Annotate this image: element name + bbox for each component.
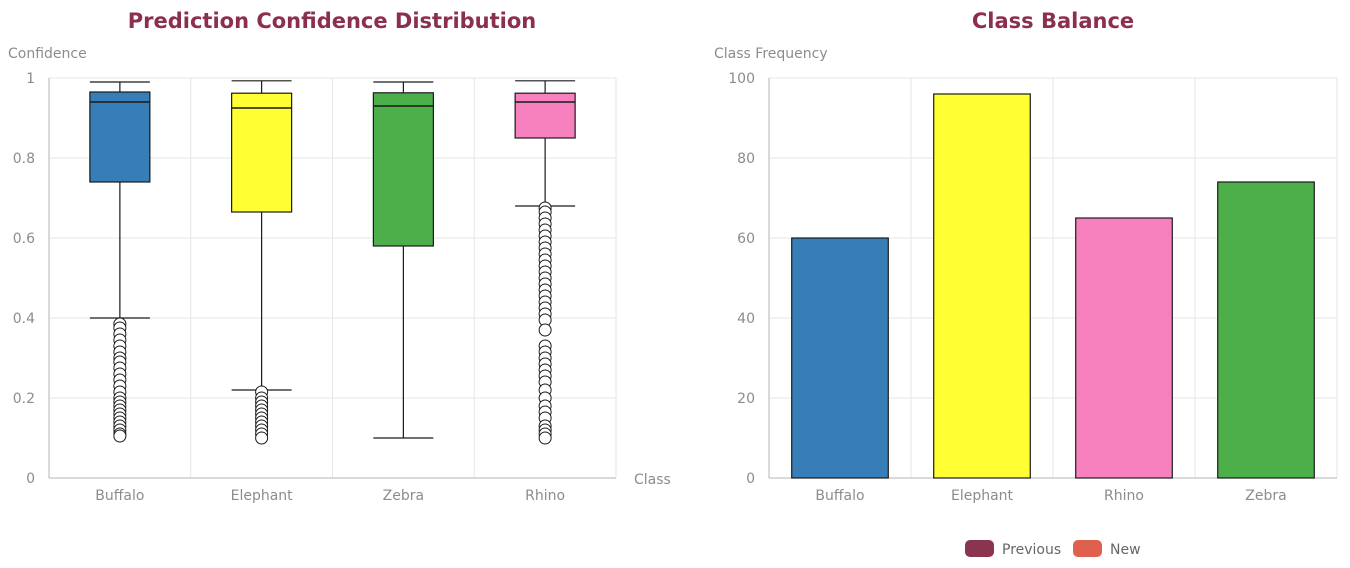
box-iqr bbox=[89, 91, 151, 183]
legend-label: Previous bbox=[1002, 542, 1061, 558]
box-iqr bbox=[514, 92, 576, 139]
x-tick-label: Buffalo bbox=[95, 488, 144, 504]
y-tick-label: 0.8 bbox=[13, 151, 35, 167]
y-tick-label: 20 bbox=[737, 391, 755, 407]
y-tick-label: 0.4 bbox=[13, 311, 35, 327]
bar-buffalo bbox=[791, 237, 889, 479]
x-tick-label: Rhino bbox=[525, 488, 565, 504]
box-buffalo bbox=[89, 81, 151, 443]
x-tick-label: Elephant bbox=[951, 488, 1014, 504]
legend-item-new[interactable]: New bbox=[1073, 540, 1141, 558]
box-chart-y-ticks: 0 0.2 0.4 0.6 0.8 1 bbox=[13, 71, 35, 487]
box-elephant bbox=[231, 80, 293, 445]
legend-label: New bbox=[1110, 542, 1141, 558]
y-tick-label: 0 bbox=[26, 471, 35, 487]
bar-chart-y-ticks: 0 20 40 60 80 100 bbox=[728, 71, 755, 487]
y-tick-label: 60 bbox=[737, 231, 755, 247]
outlier-point bbox=[113, 429, 127, 443]
bar-rhino bbox=[1075, 217, 1173, 479]
y-tick-label: 0.6 bbox=[13, 231, 35, 247]
legend-item-previous[interactable]: Previous bbox=[965, 540, 1061, 558]
outlier-point bbox=[538, 323, 552, 337]
outlier-point bbox=[538, 431, 552, 445]
x-tick-label: Rhino bbox=[1104, 488, 1144, 504]
legend-swatch bbox=[1073, 540, 1102, 557]
box-iqr bbox=[372, 92, 434, 247]
x-tick-label: Buffalo bbox=[815, 488, 864, 504]
y-tick-label: 1 bbox=[26, 71, 35, 87]
bar-chart-y-axis-label: Class Frequency bbox=[714, 46, 828, 62]
y-tick-label: 40 bbox=[737, 311, 755, 327]
y-tick-label: 0 bbox=[746, 471, 755, 487]
x-tick-label: Zebra bbox=[383, 488, 424, 504]
x-tick-label: Zebra bbox=[1245, 488, 1286, 504]
bar-zebra bbox=[1217, 181, 1315, 479]
box-iqr bbox=[231, 92, 293, 213]
x-tick-label: Elephant bbox=[231, 488, 294, 504]
confidence-box-chart: Prediction Confidence Distribution Confi… bbox=[8, 9, 671, 504]
outlier-point bbox=[255, 431, 269, 445]
bar-chart-title: Class Balance bbox=[972, 9, 1134, 33]
bar-elephant bbox=[933, 93, 1031, 479]
bar-chart-legend[interactable]: Previous New bbox=[965, 540, 1141, 558]
bar-chart-marks bbox=[791, 93, 1315, 479]
box-zebra bbox=[372, 81, 434, 439]
box-chart-title: Prediction Confidence Distribution bbox=[128, 9, 537, 33]
box-chart-x-ticks: Buffalo Elephant Zebra Rhino bbox=[95, 488, 565, 504]
bar-chart-x-ticks: Buffalo Elephant Rhino Zebra bbox=[815, 488, 1286, 504]
legend-swatch bbox=[965, 540, 994, 557]
box-chart-x-axis-label: Class bbox=[634, 472, 671, 488]
y-tick-label: 100 bbox=[728, 71, 755, 87]
box-chart-marks bbox=[89, 80, 576, 445]
box-rhino bbox=[514, 80, 576, 445]
box-chart-y-axis-label: Confidence bbox=[8, 46, 87, 62]
y-tick-label: 0.2 bbox=[13, 391, 35, 407]
y-tick-label: 80 bbox=[737, 151, 755, 167]
class-balance-bar-chart: Class Balance Class Frequency 0 20 40 60 80 1… bbox=[714, 9, 1338, 558]
